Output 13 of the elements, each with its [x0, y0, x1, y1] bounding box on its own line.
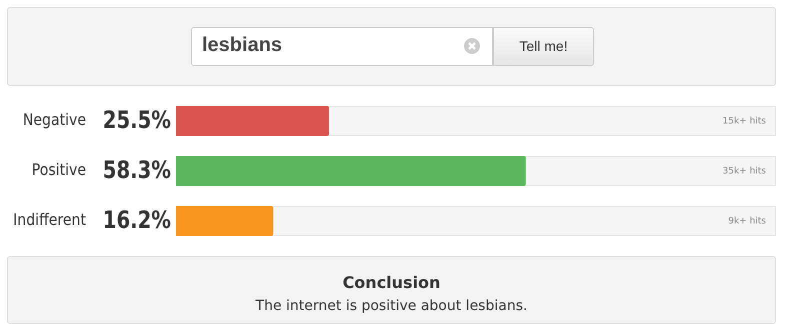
- text: Tell me!: [493, 27, 594, 66]
- data-label: 16.2%: [102, 207, 172, 235]
- y-tick-label: Indifferent: [13, 210, 86, 230]
- y-tick-label: Positive: [32, 160, 86, 180]
- annotation: 35k+ hits: [722, 166, 766, 176]
- text: The internet is positive about lesbians.: [254, 298, 528, 314]
- text: lesbians: [202, 34, 282, 57]
- text: Conclusion: [342, 273, 442, 292]
- y-tick-label: Negative: [22, 110, 86, 130]
- annotation: 9k+ hits: [728, 216, 766, 226]
- data-label: 25.5%: [102, 107, 172, 135]
- annotation: 15k+ hits: [722, 116, 766, 126]
- data-label: 58.3%: [102, 157, 172, 185]
